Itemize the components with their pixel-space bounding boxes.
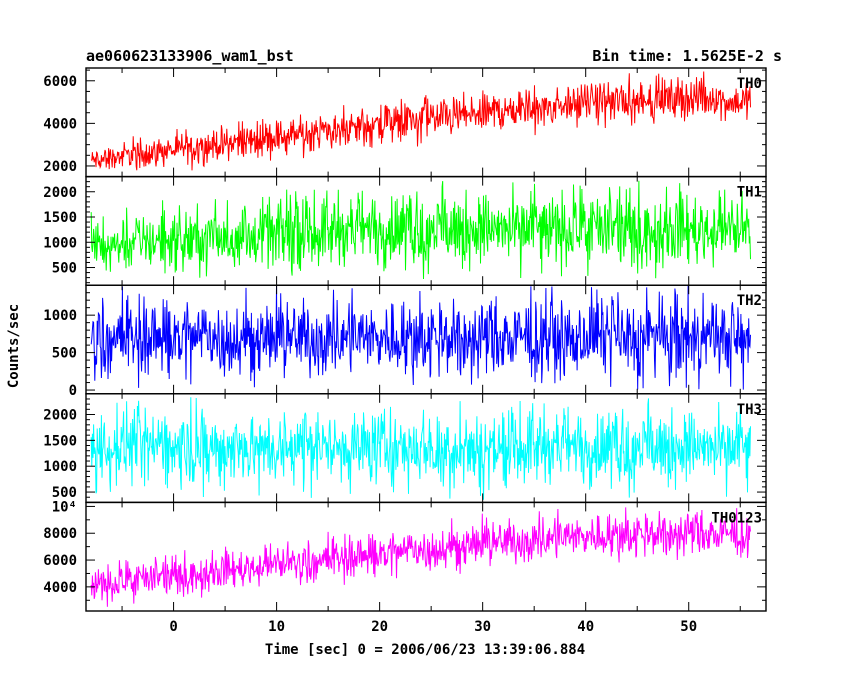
chart-title: ae060623133906_wam1_bst xyxy=(86,47,294,65)
panel-th1: 500 1000 1500 2000 TH1 xyxy=(43,175,767,286)
y-tick-label: 10⁴ xyxy=(52,499,77,515)
y-tick-label: 8000 xyxy=(43,526,77,542)
y-tick-label: 4000 xyxy=(43,116,77,132)
panel-frame xyxy=(85,501,767,612)
y-tick-label: 1000 xyxy=(43,235,77,251)
x-tick-label: 20 xyxy=(371,619,388,635)
panel-th0123: 4000 6000 8000 10⁴ TH0123 xyxy=(43,499,767,612)
panel-name-label: TH0123 xyxy=(711,510,762,526)
y-axis-label: Counts/sec xyxy=(6,304,22,388)
x-axis: 0 10 20 30 40 50 xyxy=(169,619,697,635)
panel-name-label: TH1 xyxy=(737,185,762,201)
series-th2-line xyxy=(90,285,751,390)
series-th1-line xyxy=(90,180,751,280)
y-tick-label: 2000 xyxy=(43,185,77,201)
x-tick-label: 30 xyxy=(474,619,491,635)
bin-time-label: Bin time: 1.5625E-2 s xyxy=(592,47,782,65)
y-tick-label: 2000 xyxy=(43,407,77,423)
y-tick-label: 1500 xyxy=(43,210,77,226)
y-tick-label: 1000 xyxy=(43,308,77,324)
x-tick-label: 50 xyxy=(680,619,697,635)
x-tick-label: 10 xyxy=(268,619,285,635)
panels-group: 2000 4000 6000 TH0 500 1000 1500 2000 TH1 0 500 100… xyxy=(43,67,767,612)
y-tick-label: 0 xyxy=(69,383,77,399)
panel-th0: 2000 4000 6000 TH0 xyxy=(43,67,767,178)
y-tick-label: 2000 xyxy=(43,159,77,175)
panel-name-label: TH0 xyxy=(737,76,762,92)
panel-th3: 500 1000 1500 2000 TH3 xyxy=(43,393,767,504)
x-tick-label: 0 xyxy=(169,619,177,635)
series-th0123-line xyxy=(90,507,751,607)
y-tick-label: 500 xyxy=(52,261,77,277)
y-tick-label: 4000 xyxy=(43,580,77,596)
y-tick-label: 6000 xyxy=(43,553,77,569)
y-tick-label: 500 xyxy=(52,346,77,362)
panel-name-label: TH2 xyxy=(737,293,762,309)
y-tick-label: 500 xyxy=(52,485,77,501)
panel-name-label: TH3 xyxy=(737,402,762,418)
y-tick-label: 1000 xyxy=(43,459,77,475)
y-tick-label: 1500 xyxy=(43,433,77,449)
x-axis-label: Time [sec] 0 = 2006/06/23 13:39:06.884 xyxy=(265,642,585,658)
y-tick-label: 6000 xyxy=(43,74,77,90)
x-tick-label: 40 xyxy=(577,619,594,635)
series-th0-line xyxy=(90,71,751,171)
panel-th2: 0 500 1000 TH2 xyxy=(43,284,767,399)
series-th3-line xyxy=(90,397,751,500)
